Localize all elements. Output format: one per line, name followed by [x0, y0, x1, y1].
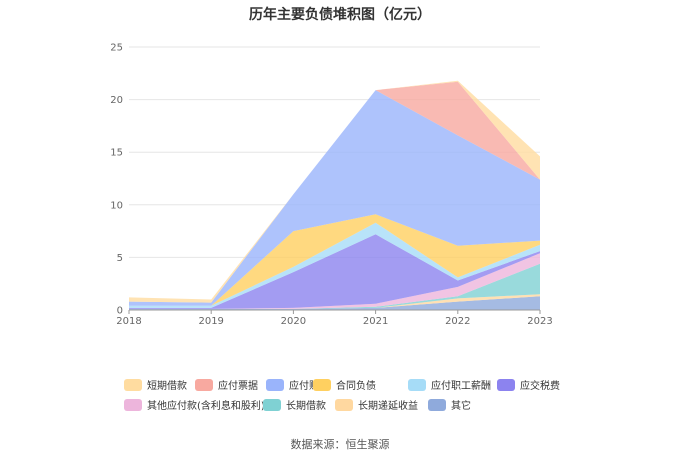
legend-label: 应交税费 [520, 379, 560, 392]
legend-swatch [124, 399, 142, 411]
area-series [129, 80, 540, 310]
y-tick-label: 15 [110, 148, 123, 159]
legend-swatch [266, 379, 284, 391]
legend-label: 应付职工薪酬 [431, 379, 491, 392]
y-tick-label: 20 [110, 95, 123, 106]
area-series-0 [129, 296, 540, 310]
x-tick-label: 2023 [527, 316, 552, 327]
x-axis: 2018 2019 2020 2021 2022 2023 [116, 309, 553, 327]
area-series-7 [129, 90, 540, 306]
y-tick-label: 0 [117, 306, 123, 317]
chart-title: 历年主要负债堆积图（亿元） [249, 6, 431, 23]
y-tick-label: 5 [117, 253, 123, 264]
legend-swatch [263, 399, 281, 411]
area-series-1 [129, 294, 540, 309]
y-axis: 0 5 10 15 20 25 [110, 43, 123, 317]
legend-swatch [428, 399, 446, 411]
data-source-label: 数据来源：恒生聚源 [291, 437, 390, 451]
y-tick-label: 25 [110, 43, 123, 54]
y-tick-label: 10 [110, 200, 123, 211]
x-tick-label: 2020 [281, 316, 306, 327]
legend-swatch [195, 379, 213, 391]
legend-label: 长期借款 [286, 399, 326, 412]
legend-label: 长期递延收益 [358, 399, 418, 412]
area-series-3 [129, 253, 540, 309]
x-tick-label: 2021 [363, 316, 388, 327]
legend-label: 其它 [451, 399, 471, 412]
legend-swatch [408, 379, 426, 391]
legend-label: 应付票据 [218, 379, 258, 392]
area-series-6 [129, 214, 540, 306]
x-tick-label: 2018 [116, 316, 141, 327]
legend-label: 其他应付款(含利息和股利) [147, 399, 265, 412]
legend-swatch [124, 379, 142, 391]
x-tick-label: 2022 [445, 316, 470, 327]
legend-swatch [497, 379, 515, 391]
legend-label: 合同负债 [336, 379, 376, 392]
area-series-4 [129, 234, 540, 309]
x-tick-label: 2019 [198, 316, 223, 327]
legend-swatch [313, 379, 331, 391]
legend-label: 短期借款 [147, 379, 187, 392]
legend-swatch [335, 399, 353, 411]
